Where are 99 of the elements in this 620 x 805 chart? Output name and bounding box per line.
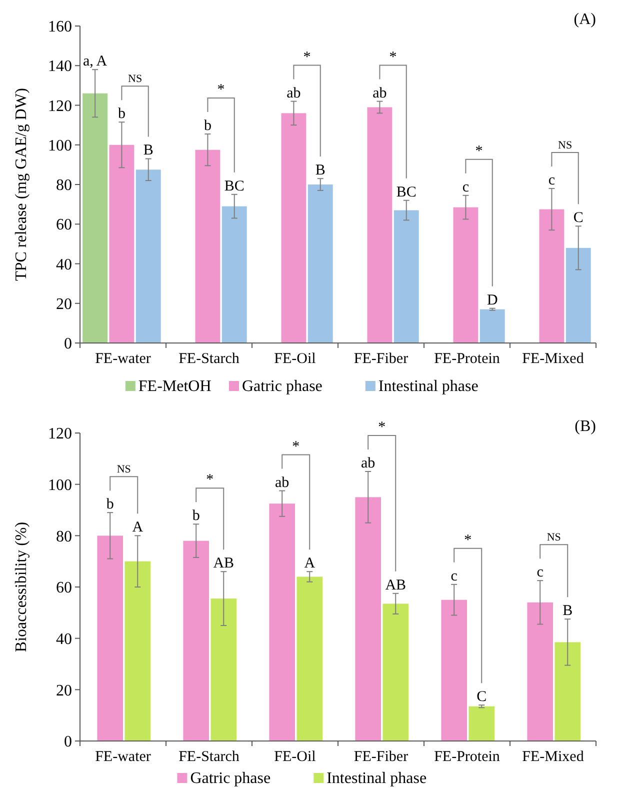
data-label: ab xyxy=(361,456,376,472)
data-label: ab xyxy=(275,474,290,491)
bar xyxy=(281,113,306,343)
bar xyxy=(296,576,323,741)
bar xyxy=(269,504,295,741)
bar xyxy=(210,598,237,741)
bar xyxy=(382,604,409,741)
data-label: C xyxy=(573,210,584,226)
legend-label: Gatric phase xyxy=(190,770,271,787)
x-tick-label: FE-Mixed xyxy=(522,351,584,367)
legend-label: Gatric phase xyxy=(242,378,322,395)
annotation: * xyxy=(217,82,225,98)
annotation: NS xyxy=(128,73,142,86)
data-label: AB xyxy=(213,556,234,572)
x-tick-label: FE-Oil xyxy=(274,749,316,765)
data-label: AB xyxy=(385,577,406,594)
bar xyxy=(195,150,220,343)
annotation: (A) xyxy=(574,11,596,28)
x-tick-label: FE-Protein xyxy=(434,749,500,765)
data-label: B xyxy=(143,142,154,159)
annotation: NS xyxy=(546,532,561,544)
annotation: NS xyxy=(116,464,131,476)
bar xyxy=(82,93,108,343)
data-label: c xyxy=(548,172,556,188)
y-tick-label: 140 xyxy=(48,58,72,76)
data-label: ab xyxy=(372,85,387,102)
annotation: * xyxy=(378,420,386,436)
x-tick-label: FE-Starch xyxy=(178,749,240,765)
bar xyxy=(468,706,495,741)
bar xyxy=(124,561,151,741)
bar xyxy=(136,170,161,343)
y-tick-label: 120 xyxy=(48,426,72,443)
bar xyxy=(441,600,467,741)
x-tick-label: FE-water xyxy=(95,351,151,367)
y-axis-title: TPC release (mg GAE/g DW) xyxy=(13,88,30,281)
data-label: b xyxy=(118,106,126,122)
bar xyxy=(97,536,123,741)
annotation: * xyxy=(475,143,483,160)
data-label: A xyxy=(304,556,316,572)
data-label: BC xyxy=(224,178,244,194)
y-tick-label: 80 xyxy=(56,177,72,194)
y-axis-title: Bioaccessibility (%) xyxy=(13,522,30,652)
x-tick-label: FE-Fiber xyxy=(354,749,408,765)
x-tick-label: FE-Oil xyxy=(274,351,316,367)
annotation: * xyxy=(389,49,397,66)
data-label: b xyxy=(204,118,212,134)
data-label: D xyxy=(486,292,498,308)
legend-label: Intestinal phase xyxy=(378,378,478,395)
y-tick-label: 120 xyxy=(48,98,72,115)
bar xyxy=(109,144,134,343)
y-tick-label: 20 xyxy=(56,682,72,700)
data-label: B xyxy=(315,162,326,179)
annotation: * xyxy=(464,532,472,548)
annotation: (B) xyxy=(574,418,596,435)
x-tick-label: FE-Mixed xyxy=(522,749,584,765)
bar xyxy=(183,540,209,741)
data-label: A xyxy=(132,520,144,536)
y-tick-label: 40 xyxy=(56,256,72,274)
annotation: * xyxy=(292,438,300,455)
data-label: BC xyxy=(396,184,416,200)
bar xyxy=(355,497,381,741)
y-tick-label: 40 xyxy=(56,630,72,648)
y-tick-label: 80 xyxy=(56,528,72,546)
data-label: c xyxy=(450,568,458,584)
bar xyxy=(539,209,564,343)
bar xyxy=(554,642,581,741)
data-label: a, A xyxy=(82,54,108,70)
y-tick-label: 20 xyxy=(56,296,72,313)
data-label: b xyxy=(192,508,200,524)
bar xyxy=(527,602,553,741)
bar xyxy=(222,206,247,343)
y-tick-label: 60 xyxy=(56,580,72,597)
bar xyxy=(566,248,591,343)
y-tick-label: 100 xyxy=(48,137,72,154)
y-tick-label: 0 xyxy=(64,336,72,353)
data-label: c xyxy=(462,179,470,196)
bar xyxy=(394,210,419,343)
y-tick-label: 60 xyxy=(56,216,72,234)
bar xyxy=(453,207,478,343)
y-tick-label: 0 xyxy=(64,734,72,751)
y-tick-label: 100 xyxy=(48,476,72,494)
bar xyxy=(480,309,505,343)
data-label: C xyxy=(476,689,487,706)
x-tick-label: FE-water xyxy=(95,749,151,765)
bar xyxy=(308,184,333,343)
bar xyxy=(367,107,392,343)
data-label: c xyxy=(536,564,544,581)
data-label: b xyxy=(106,496,114,513)
x-tick-label: FE-Protein xyxy=(434,351,500,367)
annotation: NS xyxy=(558,139,572,152)
data-label: ab xyxy=(286,85,301,102)
legend-label: FE-MetOH xyxy=(138,378,212,395)
data-label: B xyxy=(562,603,573,620)
x-tick-label: FE-Starch xyxy=(178,351,240,367)
annotation: * xyxy=(303,49,311,66)
annotation: * xyxy=(206,472,214,488)
y-tick-label: 160 xyxy=(48,18,72,36)
legend-label: Intestinal phase xyxy=(326,770,427,787)
x-tick-label: FE-Fiber xyxy=(354,351,408,367)
